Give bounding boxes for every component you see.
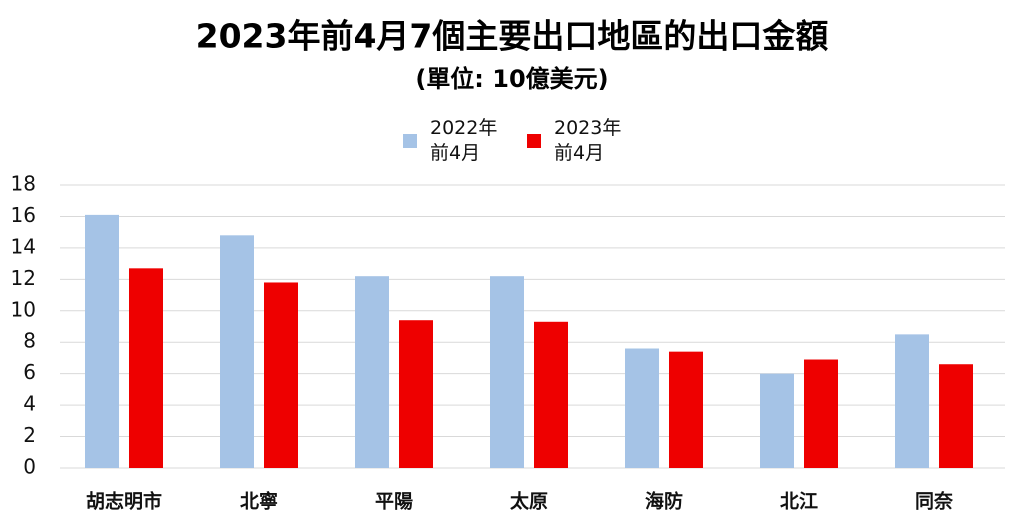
- chart-title: 2023年前4月7個主要出口地區的出口金額: [196, 17, 829, 56]
- bar: [895, 334, 929, 468]
- y-tick-label: 10: [11, 297, 36, 321]
- bar: [129, 268, 163, 468]
- bar: [669, 351, 703, 468]
- x-tick-label: 海防: [645, 490, 683, 513]
- y-tick-label: 2: [23, 423, 36, 447]
- x-tick-label: 北寧: [240, 490, 278, 513]
- bar: [804, 359, 838, 468]
- bar: [220, 235, 254, 468]
- y-tick-label: 16: [11, 203, 36, 227]
- x-tick-label: 同奈: [915, 490, 954, 513]
- bar: [490, 276, 524, 468]
- y-tick-label: 0: [23, 455, 36, 479]
- y-tick-label: 6: [23, 360, 36, 384]
- bar: [625, 348, 659, 468]
- x-tick-label: 胡志明市: [86, 490, 162, 513]
- bar: [399, 320, 433, 468]
- bar: [85, 214, 119, 468]
- legend-swatch: [527, 134, 541, 148]
- y-tick-label: 12: [11, 266, 36, 290]
- y-tick-label: 8: [23, 329, 36, 353]
- x-tick-label: 平陽: [375, 491, 413, 513]
- bar: [264, 282, 298, 468]
- legend-swatch: [403, 134, 417, 148]
- bar: [534, 321, 568, 468]
- x-tick-label: 太原: [510, 490, 548, 513]
- x-tick-label: 北江: [780, 491, 818, 513]
- chart-subtitle: (單位: 10億美元): [415, 65, 608, 93]
- legend-label: 2022年 前4月: [430, 117, 498, 164]
- legend-label: 2023年 前4月: [554, 117, 622, 164]
- bar: [760, 373, 794, 468]
- y-tick-label: 18: [11, 172, 36, 196]
- bar: [355, 276, 389, 468]
- y-tick-label: 4: [23, 392, 36, 416]
- y-tick-label: 14: [11, 234, 36, 258]
- bar: [939, 364, 973, 468]
